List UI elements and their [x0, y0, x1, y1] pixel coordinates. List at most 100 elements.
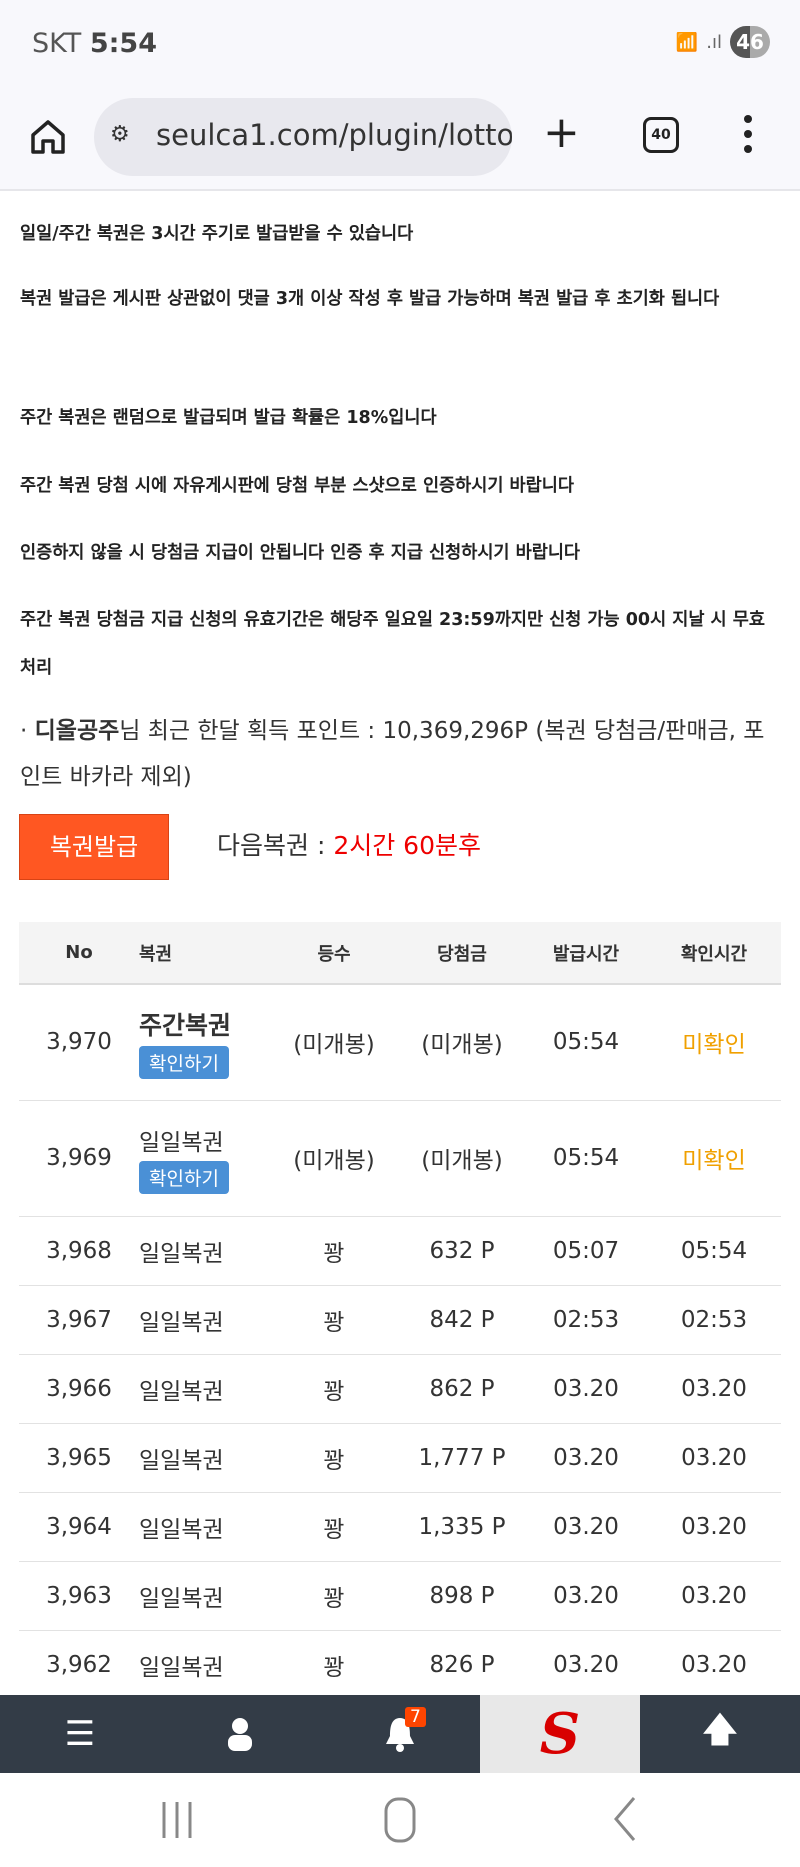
check-button[interactable]: 확인하기: [139, 1160, 229, 1194]
signal-icon: .ıl: [706, 31, 722, 53]
row-rank: (미개봉): [269, 1100, 399, 1217]
row-issued: 03.20: [525, 1354, 647, 1424]
header-issued: 발급시간: [525, 922, 647, 985]
header-checked: 확인시간: [647, 922, 781, 985]
row-rank: (미개봉): [269, 984, 399, 1101]
row-checked: 미확인: [647, 984, 781, 1101]
address-bar[interactable]: ⚙ seulca1.com/plugin/lotto: [94, 98, 512, 176]
row-checked: 03.20: [647, 1630, 781, 1700]
header-rank: 등수: [269, 922, 399, 985]
tab-switcher-button[interactable]: 40: [643, 117, 679, 153]
site-settings-icon[interactable]: ⚙: [110, 122, 130, 147]
issue-lottery-button[interactable]: 복권발급: [19, 814, 169, 880]
notifications-button[interactable]: 7: [320, 1695, 480, 1773]
row-rank: 꽝: [269, 1423, 399, 1493]
row-no: 3,964: [19, 1492, 139, 1562]
notice-4: 주간 복권 당첨 시에 자유게시판에 당첨 부분 스샷으로 인증하시기 바랍니다: [20, 476, 574, 496]
lottery-type: 일일복권: [139, 1240, 224, 1267]
row-checked: 05:54: [647, 1216, 781, 1286]
row-no: 3,962: [19, 1630, 139, 1700]
table-row: 3,968 일일복권 꽝 632 P 05:07 05:54: [19, 1216, 781, 1286]
check-button[interactable]: 확인하기: [139, 1045, 229, 1079]
row-no: 3,965: [19, 1423, 139, 1493]
status-bar: SKT 5:54 📶 .ıl 46: [0, 0, 800, 95]
table-row: 3,965 일일복권 꽝 1,777 P 03.20 03.20: [19, 1423, 781, 1493]
home-icon[interactable]: [28, 117, 68, 157]
lottery-type: 일일복권: [139, 1447, 224, 1474]
row-prize: (미개봉): [399, 984, 525, 1101]
row-prize: 862 P: [399, 1354, 525, 1424]
row-no: 3,967: [19, 1285, 139, 1355]
row-no: 3,963: [19, 1561, 139, 1631]
browser-toolbar: ⚙ seulca1.com/plugin/lotto + 40: [0, 95, 800, 191]
lottery-type: 일일복권: [139, 1516, 224, 1543]
row-checked: 03.20: [647, 1423, 781, 1493]
notice-6: 주간 복권 당첨금 지급 신청의 유효기간은 해당주 일요일 23:59까지만 …: [20, 610, 765, 678]
table-row: 3,970 주간복권 확인하기 (미개봉) (미개봉) 05:54 미확인: [19, 984, 781, 1101]
header-type: 복권: [139, 922, 269, 985]
lottery-type: 주간복권: [139, 1010, 232, 1040]
row-checked: 03.20: [647, 1354, 781, 1424]
site-logo-button[interactable]: S: [480, 1695, 640, 1773]
row-checked: 미확인: [647, 1100, 781, 1217]
row-rank: 꽝: [269, 1561, 399, 1631]
arrow-up-icon: 🡅: [702, 1709, 738, 1750]
system-nav-bar: [0, 1773, 800, 1867]
row-prize: 842 P: [399, 1285, 525, 1355]
site-logo: S: [539, 1701, 581, 1767]
clock: 5:54: [89, 28, 158, 59]
row-issued: 02:53: [525, 1285, 647, 1355]
table-row: 3,967 일일복권 꽝 842 P 02:53 02:53: [19, 1285, 781, 1355]
notice-5: 인증하지 않을 시 당첨금 지급이 안됩니다 인증 후 지급 신청하시기 바랍니…: [20, 543, 581, 563]
profile-button[interactable]: [160, 1695, 320, 1773]
row-prize: 898 P: [399, 1561, 525, 1631]
row-issued: 03.20: [525, 1423, 647, 1493]
notification-badge: 7: [405, 1707, 426, 1727]
notice-1: 일일/주간 복권은 3시간 주기로 발급받을 수 있습니다: [20, 224, 414, 244]
row-issued: 05:54: [525, 984, 647, 1101]
row-rank: 꽝: [269, 1216, 399, 1286]
row-issued: 05:54: [525, 1100, 647, 1217]
battery-indicator: 46: [730, 26, 770, 58]
row-checked: 03.20: [647, 1561, 781, 1631]
row-issued: 03.20: [525, 1630, 647, 1700]
more-menu-icon[interactable]: [744, 115, 752, 160]
lottery-type: 일일복권: [139, 1129, 224, 1156]
header-prize: 당첨금: [399, 922, 525, 985]
username: 디올공주: [34, 718, 120, 744]
new-tab-icon[interactable]: +: [543, 107, 580, 158]
hamburger-icon: ☰: [64, 1714, 96, 1754]
row-no: 3,968: [19, 1216, 139, 1286]
carrier: SKT: [32, 28, 82, 59]
table-row: 3,966 일일복권 꽝 862 P 03.20 03.20: [19, 1354, 781, 1424]
row-prize: (미개봉): [399, 1100, 525, 1217]
row-checked: 02:53: [647, 1285, 781, 1355]
table-row: 3,969 일일복권 확인하기 (미개봉) (미개봉) 05:54 미확인: [19, 1100, 781, 1217]
lottery-type: 일일복권: [139, 1654, 224, 1681]
wifi-icon: 📶: [675, 31, 699, 53]
recent-apps-icon[interactable]: [160, 1798, 194, 1842]
row-issued: 05:07: [525, 1216, 647, 1286]
row-prize: 1,335 P: [399, 1492, 525, 1562]
home-nav-icon[interactable]: [383, 1796, 417, 1844]
table-row: 3,962 일일복권 꽝 826 P 03.20 03.20: [19, 1630, 781, 1700]
row-rank: 꽝: [269, 1354, 399, 1424]
lottery-type: 일일복권: [139, 1585, 224, 1612]
row-issued: 03.20: [525, 1492, 647, 1562]
table-row: 3,963 일일복권 꽝 898 P 03.20 03.20: [19, 1561, 781, 1631]
lottery-type: 일일복권: [139, 1309, 224, 1336]
notice-2: 복권 발급은 게시판 상관없이 댓글 3개 이상 작성 후 발급 가능하며 복권…: [20, 289, 720, 309]
back-icon[interactable]: [612, 1795, 638, 1843]
next-lottery-time: 2시간 60분후: [333, 831, 481, 860]
row-issued: 03.20: [525, 1561, 647, 1631]
row-prize: 826 P: [399, 1630, 525, 1700]
scroll-top-button[interactable]: 🡅: [640, 1695, 800, 1773]
lottery-table: No 복권 등수 당첨금 발급시간 확인시간 3,970 주간복권 확인하기 (미…: [19, 922, 781, 1700]
row-prize: 1,777 P: [399, 1423, 525, 1493]
row-rank: 꽝: [269, 1630, 399, 1700]
row-no: 3,966: [19, 1354, 139, 1424]
bottom-nav: ☰ 7 S 🡅: [0, 1695, 800, 1773]
header-no: No: [19, 922, 139, 985]
menu-button[interactable]: ☰: [0, 1695, 160, 1773]
notice-3: 주간 복권은 랜덤으로 발급되며 발급 확률은 18%입니다: [20, 408, 437, 428]
